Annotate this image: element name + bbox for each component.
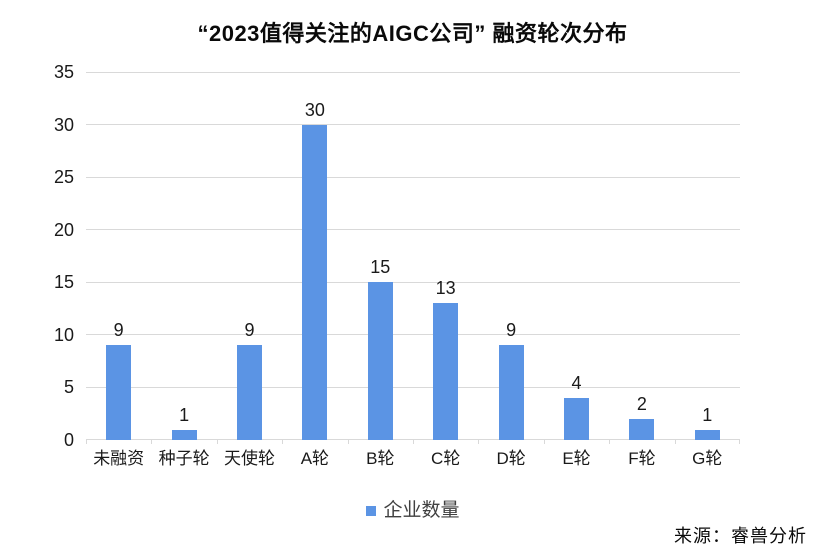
bar-value-label: 1	[702, 404, 713, 425]
bar-5	[367, 282, 393, 440]
y-axis-label: 10	[53, 324, 74, 345]
x-axis-label: 种子轮	[158, 449, 210, 468]
x-axis-label: E轮	[562, 449, 591, 468]
x-axis-tick	[544, 440, 545, 444]
gridline	[86, 282, 740, 283]
gridline	[86, 124, 740, 125]
bar-value-label: 9	[244, 320, 255, 341]
gridline	[86, 72, 740, 73]
x-axis-tick	[675, 440, 676, 444]
bar-10	[694, 429, 720, 440]
bar-6	[433, 303, 459, 440]
bar-value-label: 30	[304, 99, 325, 120]
x-axis-tick	[151, 440, 152, 444]
bar-value-label: 15	[370, 257, 391, 278]
gridline	[86, 177, 740, 178]
x-axis-label: 天使轮	[224, 449, 275, 468]
x-axis-label: F轮	[628, 449, 656, 468]
x-axis-label: G轮	[692, 449, 723, 468]
legend: 企业数量	[86, 501, 740, 520]
x-axis-tick	[217, 440, 218, 444]
gridline	[86, 334, 740, 335]
x-axis-tick	[609, 440, 610, 444]
x-axis-tick	[478, 440, 479, 444]
bar-8	[564, 397, 589, 440]
x-axis-label: A轮	[300, 449, 330, 468]
plot-area: 0 5 10 15 20 25 30 35 9 未融资 1 种子轮 9 天使轮 30 A轮 15 B轮 13 C轮 9 D…	[54, 63, 740, 467]
legend-label: 企业数量	[383, 500, 460, 521]
x-axis-label: C轮	[431, 449, 461, 468]
bar-value-label: 1	[179, 404, 190, 425]
y-axis-label: 15	[53, 272, 74, 293]
x-axis-tick	[86, 440, 87, 444]
x-axis-label: B轮	[366, 449, 395, 468]
bar-value-label: 9	[506, 320, 517, 341]
source-text: 来源：睿兽分析	[674, 526, 807, 546]
bar-4	[302, 124, 328, 440]
x-axis-tick	[413, 440, 414, 444]
y-axis-label: 20	[53, 219, 74, 240]
gridline	[86, 229, 740, 230]
y-axis-label: 35	[53, 62, 74, 82]
bar-value-label: 4	[571, 372, 582, 393]
x-axis-tick	[282, 440, 283, 444]
bar-3	[237, 345, 262, 440]
x-axis-line	[86, 439, 740, 440]
x-axis-label: D轮	[496, 449, 526, 468]
y-axis-label: 5	[63, 377, 74, 398]
x-axis-tick	[348, 440, 349, 444]
bar-1	[106, 345, 132, 440]
bar-value-label: 13	[435, 278, 456, 299]
legend-swatch	[366, 505, 377, 516]
gridline	[86, 387, 740, 388]
chart-title: “2023值得关注的AIGC公司” 融资轮次分布	[197, 21, 628, 46]
y-axis-label: 0	[63, 430, 74, 450]
y-axis-label: 30	[53, 114, 74, 135]
x-axis-tick	[739, 440, 740, 444]
bar-value-label: 2	[636, 393, 647, 414]
bar-value-label: 9	[113, 320, 124, 341]
bar-7	[498, 345, 524, 440]
bar-2	[171, 429, 197, 440]
y-axis-label: 25	[53, 167, 74, 188]
x-axis-label: 未融资	[93, 449, 145, 468]
bar-9	[629, 418, 655, 440]
